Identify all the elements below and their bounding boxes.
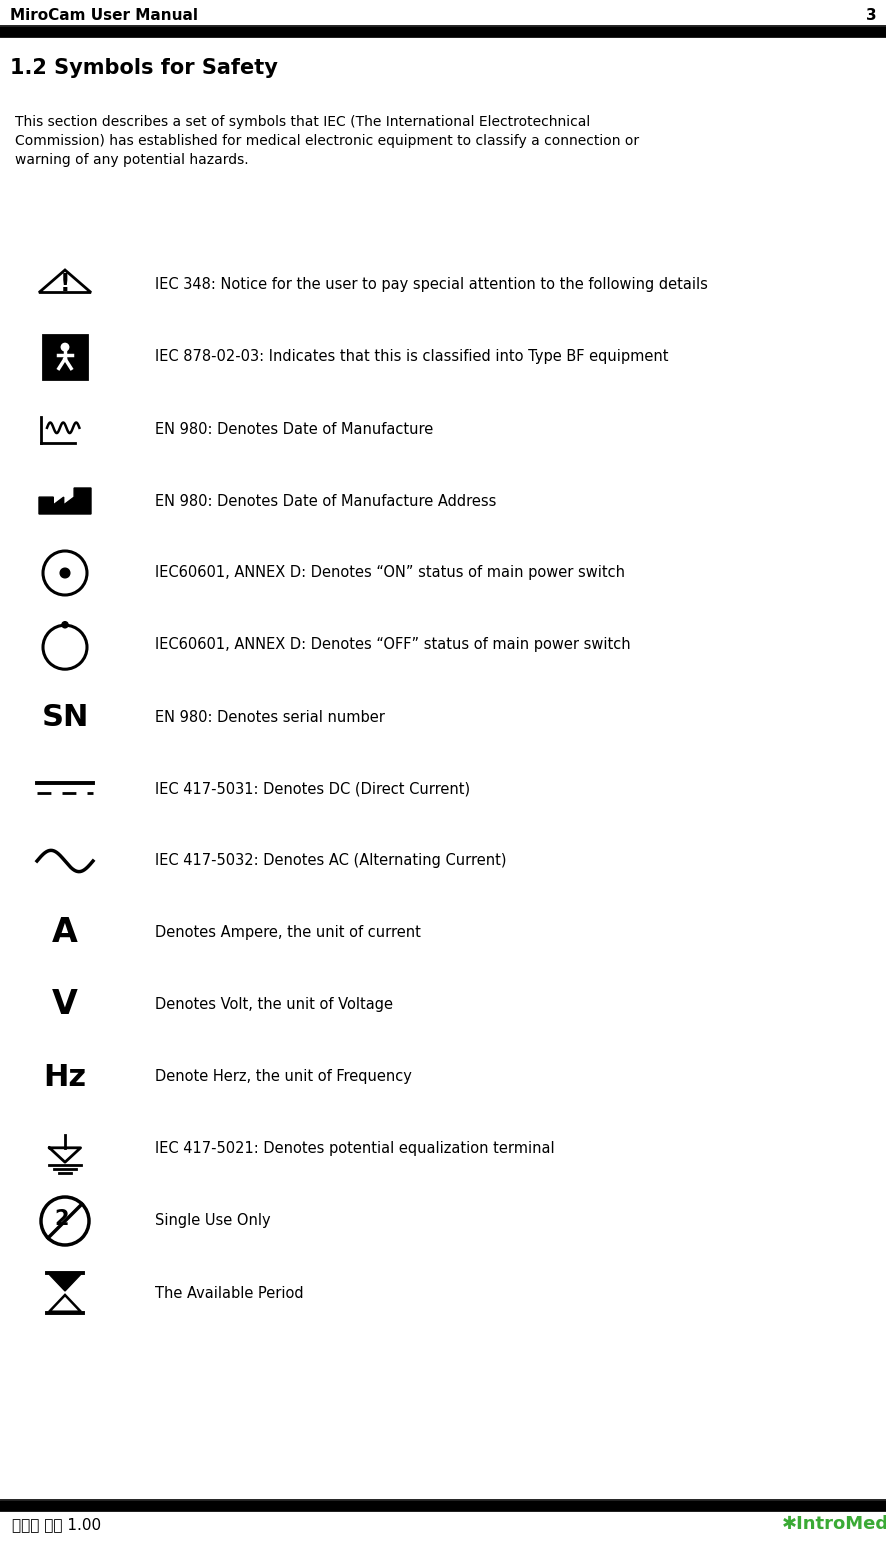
Text: 2: 2 [54, 1209, 68, 1229]
Text: V: V [52, 988, 78, 1021]
Text: MiroCam User Manual: MiroCam User Manual [10, 9, 198, 23]
Text: 1.2 Symbols for Safety: 1.2 Symbols for Safety [10, 59, 277, 79]
Bar [43, 335, 87, 379]
Text: IEC60601, ANNEX D: Denotes “OFF” status of main power switch: IEC60601, ANNEX D: Denotes “OFF” status … [155, 637, 630, 652]
Text: EN 980: Denotes Date of Manufacture: EN 980: Denotes Date of Manufacture [155, 421, 432, 436]
Circle shape [61, 344, 68, 352]
Text: SN: SN [42, 703, 89, 731]
Text: warning of any potential hazards.: warning of any potential hazards. [15, 153, 248, 167]
Text: A: A [52, 916, 78, 950]
Circle shape [60, 567, 70, 578]
Text: IEC 417-5032: Denotes AC (Alternating Current): IEC 417-5032: Denotes AC (Alternating Cu… [155, 854, 506, 868]
Text: IEC 417-5031: Denotes DC (Direct Current): IEC 417-5031: Denotes DC (Direct Current… [155, 782, 470, 797]
Text: EN 980: Denotes Date of Manufacture Address: EN 980: Denotes Date of Manufacture Addr… [155, 493, 496, 509]
Circle shape [62, 621, 68, 628]
Text: IEC 878-02-03: Indicates that this is classified into Type BF equipment: IEC 878-02-03: Indicates that this is cl… [155, 350, 668, 364]
Text: !: ! [59, 271, 70, 296]
Text: IEC 348: Notice for the user to pay special attention to the following details: IEC 348: Notice for the user to pay spec… [155, 278, 707, 293]
Text: ✱IntroMedic: ✱IntroMedic [781, 1514, 886, 1533]
Text: EN 980: Denotes serial number: EN 980: Denotes serial number [155, 709, 385, 725]
Text: This section describes a set of symbols that IEC (The International Electrotechn: This section describes a set of symbols … [15, 116, 589, 130]
Text: 3: 3 [866, 9, 876, 23]
Text: Commission) has established for medical electronic equipment to classify a conne: Commission) has established for medical … [15, 134, 639, 148]
Text: 한글판 버전 1.00: 한글판 버전 1.00 [12, 1517, 101, 1533]
Text: IEC 417-5021: Denotes potential equalization terminal: IEC 417-5021: Denotes potential equaliza… [155, 1141, 554, 1156]
Text: Hz: Hz [43, 1062, 87, 1092]
Text: Denotes Ampere, the unit of current: Denotes Ampere, the unit of current [155, 925, 420, 941]
Text: IEC60601, ANNEX D: Denotes “ON” status of main power switch: IEC60601, ANNEX D: Denotes “ON” status o… [155, 566, 625, 580]
Text: Single Use Only: Single Use Only [155, 1214, 270, 1229]
Text: Denote Herz, the unit of Frequency: Denote Herz, the unit of Frequency [155, 1070, 411, 1084]
Polygon shape [49, 1274, 81, 1291]
Text: The Available Period: The Available Period [155, 1286, 303, 1300]
Text: Denotes Volt, the unit of Voltage: Denotes Volt, the unit of Voltage [155, 998, 392, 1013]
Polygon shape [39, 487, 91, 513]
